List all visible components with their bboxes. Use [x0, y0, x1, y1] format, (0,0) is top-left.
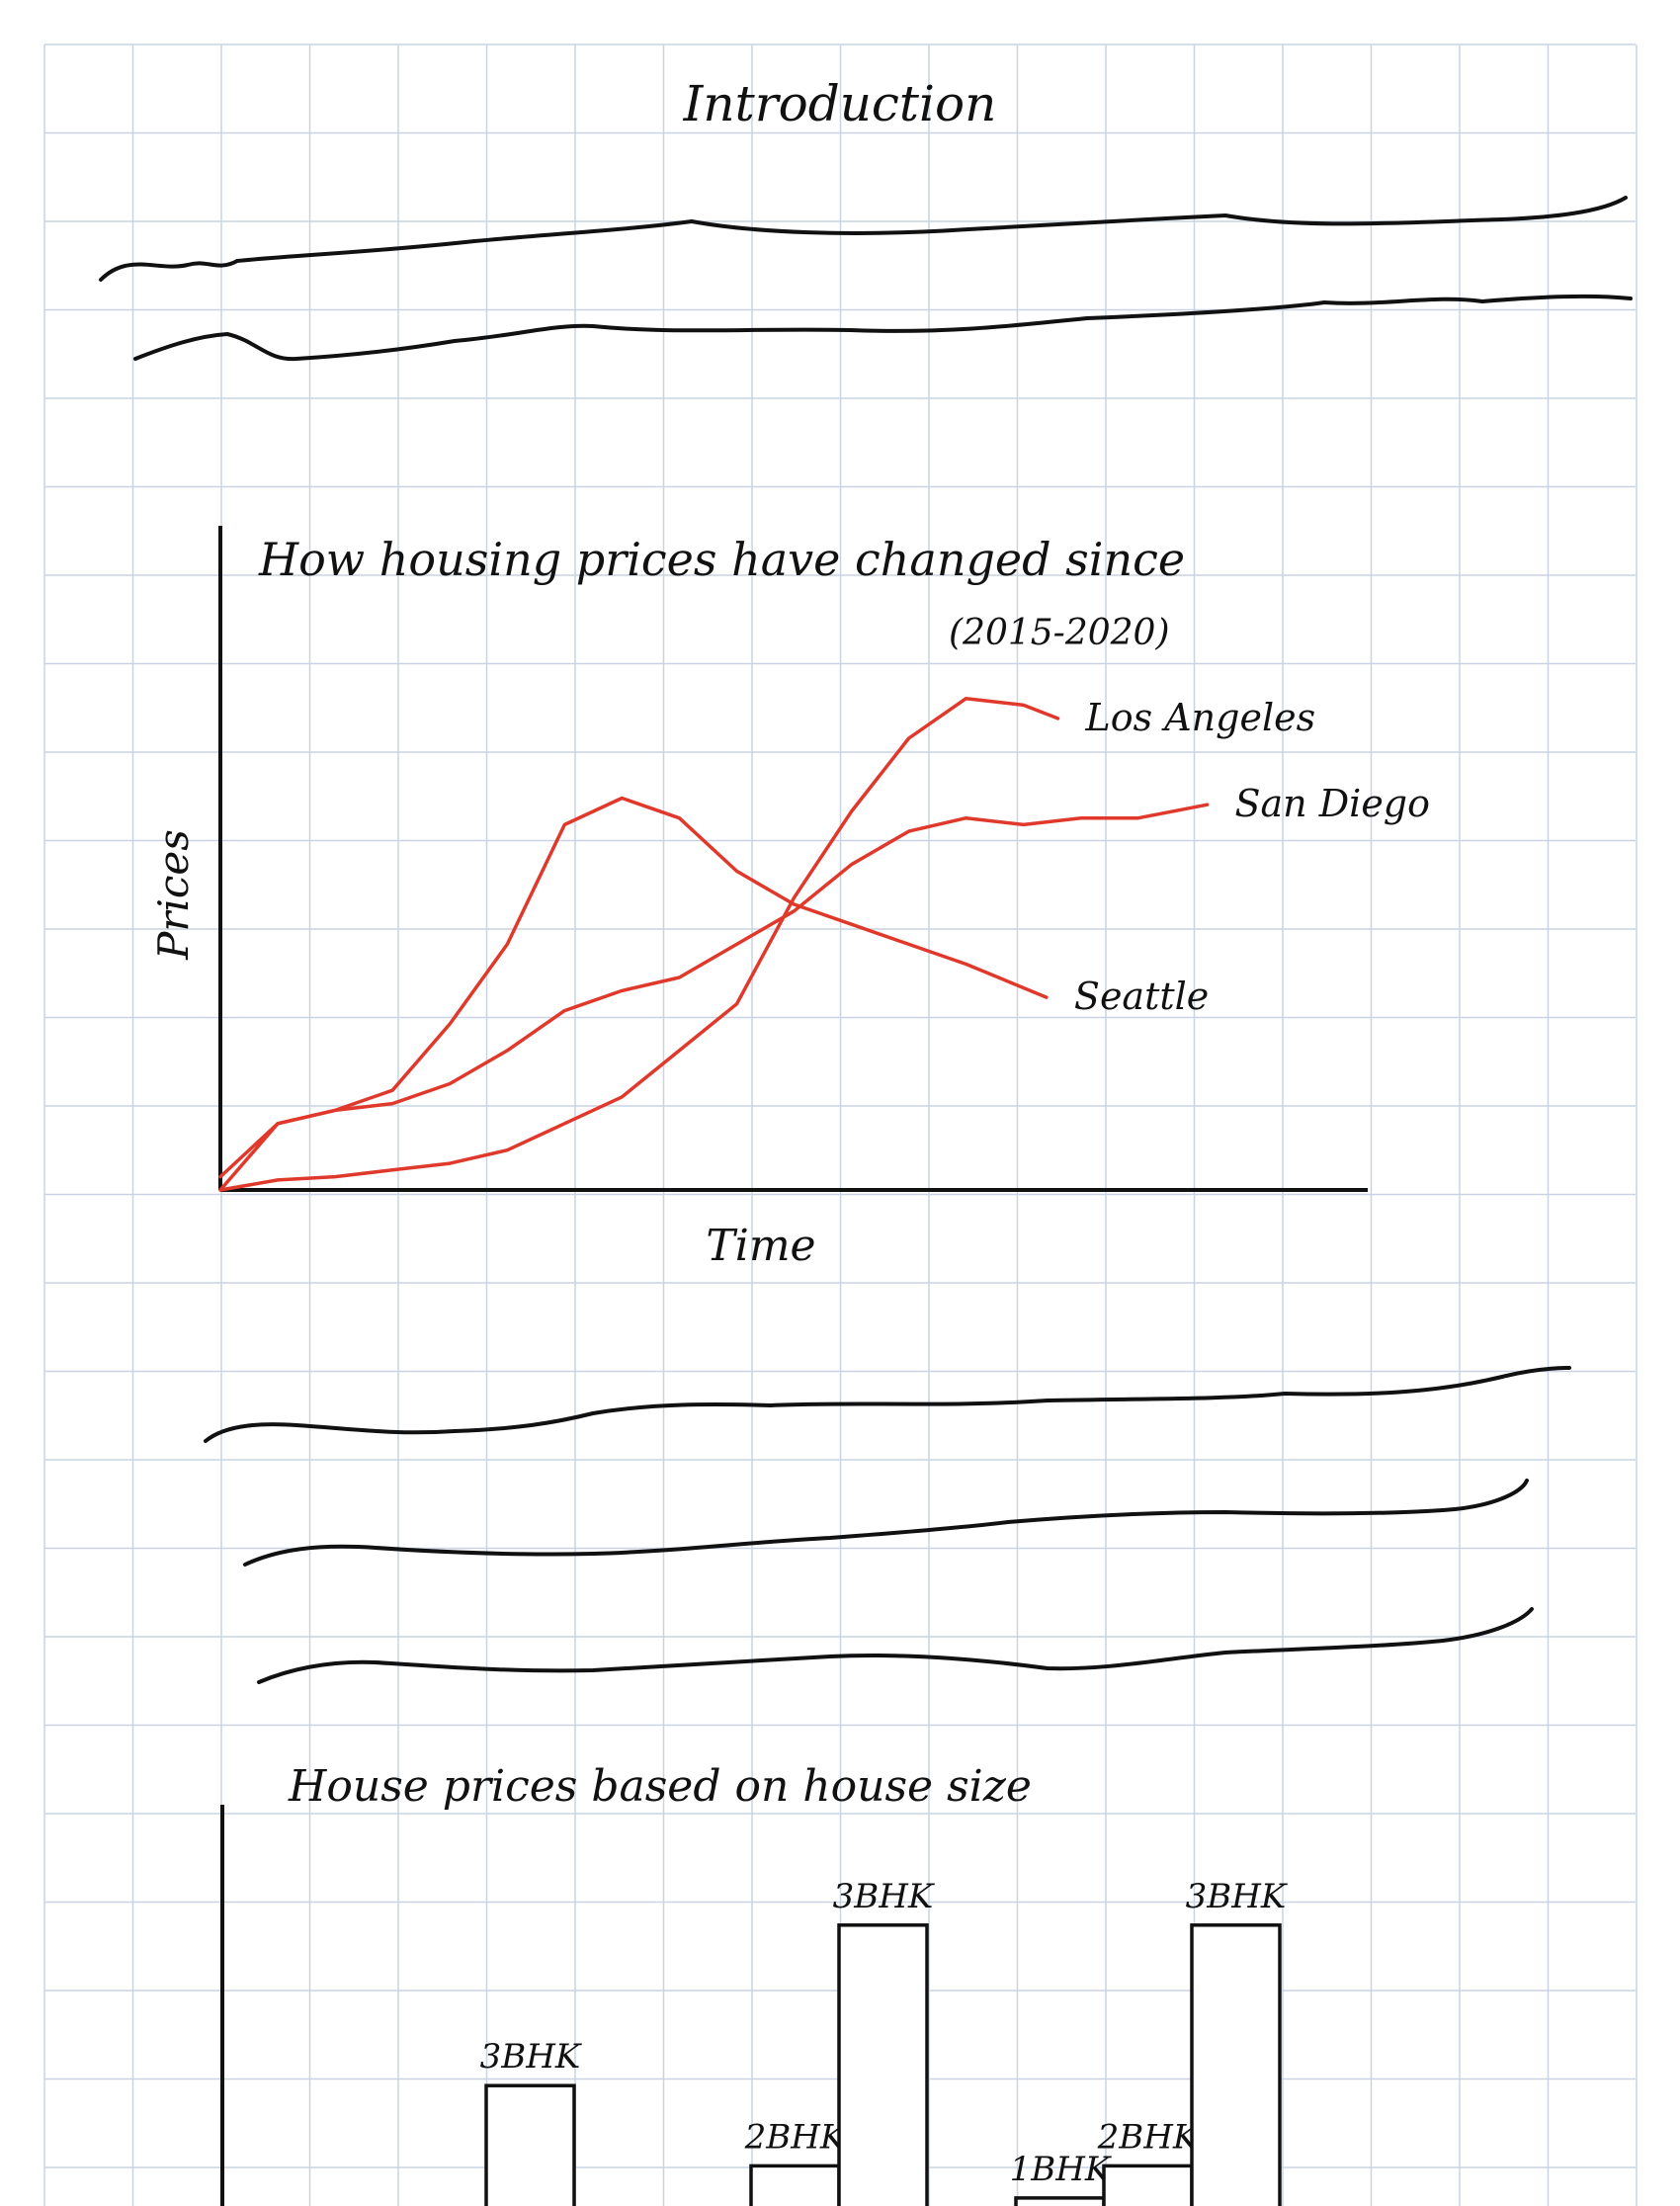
series-label: San Diego	[1234, 782, 1430, 825]
scribble-line-5	[257, 1607, 1534, 1684]
bar-label: 3BHK	[480, 2037, 583, 2077]
scribble-lines	[99, 196, 1633, 1684]
line-chart: How housing prices have changed since (2…	[149, 526, 1430, 1271]
x-axis-label: Time	[706, 1221, 815, 1271]
y-axis-label: Prices	[149, 829, 198, 961]
line-chart-title: How housing prices have changed since	[258, 533, 1185, 586]
line-chart-subtitle: (2015-2020)	[949, 613, 1170, 653]
series-line-seattle	[218, 796, 1049, 1192]
scribble-line-2	[133, 294, 1633, 362]
scribble-line-4	[243, 1479, 1529, 1567]
bar-3bhk	[1190, 1923, 1282, 2206]
series-label: Seattle	[1074, 975, 1209, 1018]
bar-2bhk	[749, 2164, 841, 2206]
bar-1bhk	[1014, 2196, 1106, 2206]
scribble-line-1	[99, 196, 1628, 282]
bar-3bhk	[837, 1923, 929, 2206]
bar-label: 3BHK	[1186, 1877, 1289, 1916]
page-heading: Introduction	[683, 75, 997, 132]
grid-lines	[43, 43, 1638, 2206]
bar-label: 3BHK	[833, 1877, 936, 1916]
bar-2bhk	[1102, 2164, 1194, 2206]
bar-chart-title: House prices based on house size	[288, 1761, 1032, 1812]
series-line-los-angeles	[218, 696, 1060, 1192]
bar-label: 2BHK	[744, 2117, 848, 2157]
bar-chart: House prices based on house size 3BHK 2BH…	[220, 1761, 1289, 2206]
bar-label: 1BHK	[1010, 2150, 1113, 2189]
bar-label: 2BHK	[1097, 2117, 1201, 2157]
series-label: Los Angeles	[1085, 696, 1316, 739]
bar-3bhk	[484, 2083, 576, 2206]
scribble-line-3	[204, 1365, 1572, 1443]
series-line-san-diego	[218, 803, 1210, 1179]
